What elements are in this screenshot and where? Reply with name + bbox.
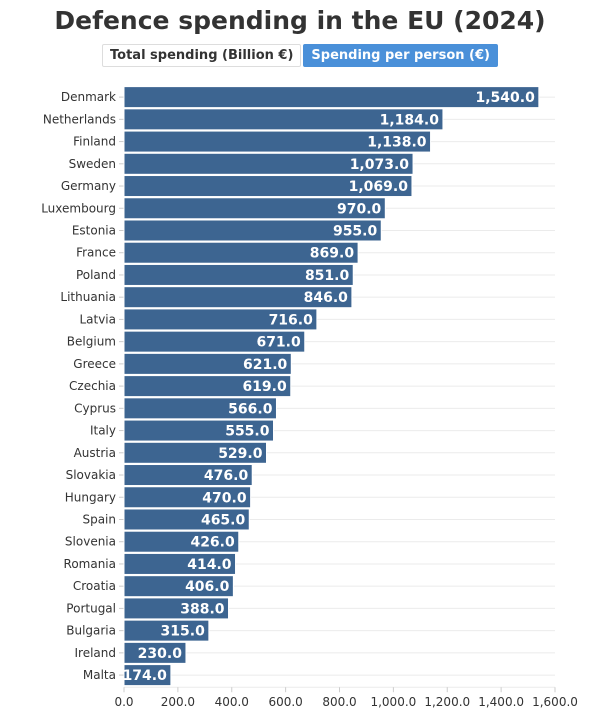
x-tick-label: 1,000.0 bbox=[370, 695, 416, 709]
value-label: 1,069.0 bbox=[349, 179, 409, 195]
x-tick-label: 1,400.0 bbox=[478, 695, 524, 709]
value-label: 846.0 bbox=[304, 290, 349, 306]
category-label: Malta bbox=[83, 668, 116, 682]
bar bbox=[123, 397, 277, 420]
category-label: Ireland bbox=[74, 646, 116, 660]
value-label: 174.0 bbox=[123, 668, 168, 684]
bar bbox=[123, 575, 234, 598]
bar bbox=[123, 108, 444, 131]
value-label: 414.0 bbox=[187, 557, 232, 573]
bar bbox=[123, 375, 292, 398]
category-label: Bulgaria bbox=[66, 624, 116, 638]
value-label: 716.0 bbox=[269, 312, 314, 328]
value-label: 529.0 bbox=[218, 446, 263, 462]
bar bbox=[123, 130, 432, 153]
value-label: 388.0 bbox=[180, 601, 225, 617]
bar bbox=[123, 486, 252, 509]
bar bbox=[123, 197, 386, 220]
category-label: Slovakia bbox=[66, 468, 116, 482]
bar bbox=[123, 152, 414, 175]
category-label: Finland bbox=[73, 135, 116, 149]
bar bbox=[123, 286, 353, 309]
category-label: Sweden bbox=[69, 157, 116, 171]
value-label: 426.0 bbox=[190, 535, 235, 551]
bar bbox=[123, 619, 210, 642]
x-tick-label: 200.0 bbox=[161, 695, 195, 709]
category-label: Romania bbox=[64, 557, 116, 571]
value-label: 566.0 bbox=[228, 401, 273, 417]
category-label: Spain bbox=[82, 512, 116, 526]
category-label: Portugal bbox=[66, 601, 116, 615]
category-label: Italy bbox=[90, 424, 116, 438]
category-label: Czechia bbox=[69, 379, 116, 393]
x-tick-label: 800.0 bbox=[322, 695, 356, 709]
bar bbox=[123, 552, 237, 575]
chart-title: Defence spending in the EU (2024) bbox=[54, 6, 546, 35]
x-tick-label: 1,600.0 bbox=[532, 695, 578, 709]
category-label: Slovenia bbox=[65, 535, 116, 549]
bar bbox=[123, 241, 359, 264]
category-label: Cyprus bbox=[74, 401, 116, 415]
value-label: 970.0 bbox=[337, 201, 382, 217]
value-label: 869.0 bbox=[310, 246, 355, 262]
bar bbox=[123, 175, 413, 198]
category-label: Estonia bbox=[72, 223, 116, 237]
category-label: Austria bbox=[74, 446, 116, 460]
value-label: 955.0 bbox=[333, 223, 378, 239]
per-person-button[interactable]: Spending per person (€) bbox=[303, 44, 498, 67]
metric-toggle: Total spending (Billion €) Spending per … bbox=[0, 44, 600, 67]
category-label: Latvia bbox=[79, 312, 116, 326]
bar bbox=[123, 419, 275, 442]
category-label: Poland bbox=[76, 268, 116, 282]
x-tick-label: 0.0 bbox=[114, 695, 133, 709]
bar bbox=[123, 664, 172, 687]
bar bbox=[123, 86, 540, 109]
bar bbox=[123, 352, 292, 375]
value-label: 315.0 bbox=[161, 624, 206, 640]
value-label: 230.0 bbox=[138, 646, 183, 662]
total-spending-button[interactable]: Total spending (Billion €) bbox=[102, 44, 302, 67]
x-tick-label: 400.0 bbox=[215, 695, 249, 709]
bar bbox=[123, 530, 240, 553]
bar bbox=[123, 308, 318, 331]
bar bbox=[123, 597, 230, 620]
value-label: 851.0 bbox=[305, 268, 350, 284]
bar bbox=[123, 263, 354, 286]
value-label: 555.0 bbox=[225, 424, 270, 440]
x-tick-label: 1,200.0 bbox=[424, 695, 470, 709]
value-label: 1,073.0 bbox=[350, 157, 410, 173]
value-label: 621.0 bbox=[243, 357, 288, 373]
category-label: Denmark bbox=[61, 90, 116, 104]
category-label: Hungary bbox=[65, 490, 116, 504]
value-label: 1,138.0 bbox=[367, 135, 427, 151]
category-label: Croatia bbox=[73, 579, 116, 593]
value-label: 671.0 bbox=[256, 335, 301, 351]
value-label: 619.0 bbox=[242, 379, 287, 395]
bar bbox=[123, 441, 267, 464]
value-label: 1,540.0 bbox=[475, 90, 535, 106]
category-label: Germany bbox=[61, 179, 116, 193]
category-label: Belgium bbox=[67, 335, 116, 349]
value-label: 470.0 bbox=[202, 490, 247, 506]
bar bbox=[123, 330, 306, 353]
value-label: 465.0 bbox=[201, 512, 246, 528]
bar bbox=[123, 641, 187, 664]
category-label: Netherlands bbox=[43, 112, 116, 126]
x-tick-label: 600.0 bbox=[268, 695, 302, 709]
value-label: 476.0 bbox=[204, 468, 249, 484]
value-label: 406.0 bbox=[185, 579, 230, 595]
category-label: Luxembourg bbox=[41, 201, 116, 215]
bar bbox=[123, 219, 382, 242]
category-label: Greece bbox=[73, 357, 116, 371]
bar bbox=[123, 464, 253, 487]
category-label: France bbox=[76, 246, 116, 260]
category-label: Lithuania bbox=[60, 290, 116, 304]
value-label: 1,184.0 bbox=[380, 112, 440, 128]
bar bbox=[123, 508, 250, 531]
